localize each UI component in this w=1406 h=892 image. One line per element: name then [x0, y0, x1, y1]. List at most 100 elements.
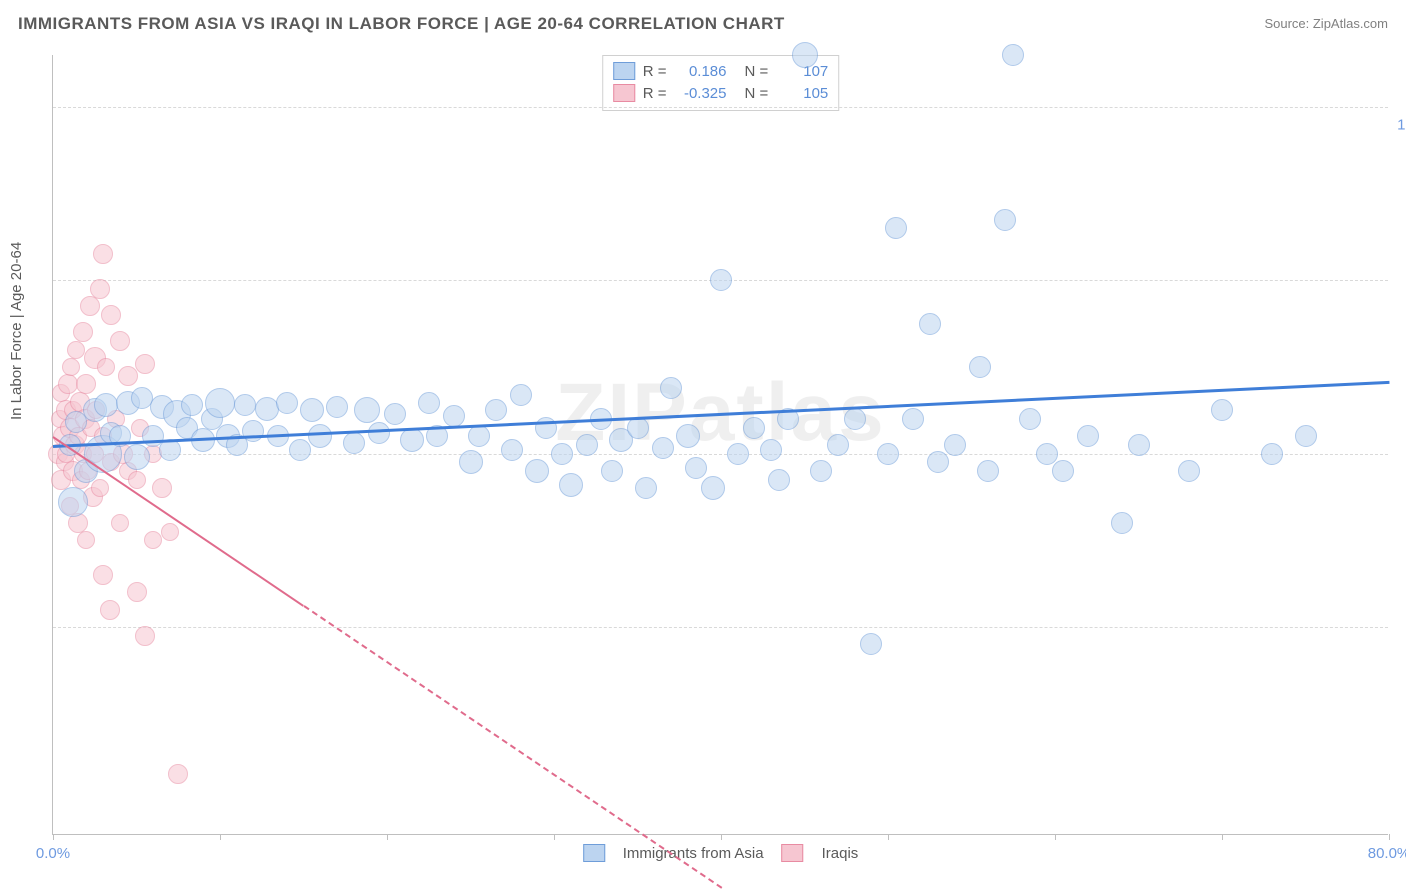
data-point — [652, 437, 674, 459]
source-prefix: Source: — [1264, 16, 1312, 31]
data-point — [685, 457, 707, 479]
r-value: 0.186 — [675, 63, 727, 80]
legend-label: Iraqis — [822, 845, 859, 862]
data-point — [459, 450, 483, 474]
data-point — [110, 331, 130, 351]
data-point — [727, 443, 749, 465]
data-point — [1019, 408, 1041, 430]
data-point — [443, 405, 465, 427]
data-point — [135, 626, 155, 646]
data-point — [701, 476, 725, 500]
data-point — [710, 269, 732, 291]
data-point — [559, 473, 583, 497]
data-point — [977, 460, 999, 482]
data-point — [289, 439, 311, 461]
data-point — [161, 523, 179, 541]
data-point — [1036, 443, 1058, 465]
data-point — [300, 398, 324, 422]
data-point — [58, 374, 78, 394]
source-name: ZipAtlas.com — [1313, 16, 1388, 31]
legend-swatch — [613, 84, 635, 102]
trend-line — [52, 436, 304, 607]
data-point — [242, 420, 264, 442]
data-point — [152, 478, 172, 498]
data-point — [1295, 425, 1317, 447]
data-point — [93, 244, 113, 264]
gridline — [53, 454, 1388, 455]
data-point — [343, 432, 365, 454]
data-point — [877, 443, 899, 465]
data-point — [418, 392, 440, 414]
data-point — [792, 42, 818, 68]
gridline — [53, 627, 1388, 628]
data-point — [1002, 44, 1024, 66]
n-label: N = — [745, 85, 769, 102]
data-point — [111, 514, 129, 532]
x-tick — [53, 834, 54, 840]
x-tick — [1389, 834, 1390, 840]
x-tick — [1055, 834, 1056, 840]
x-tick-label: 0.0% — [36, 845, 70, 862]
data-point — [1178, 460, 1200, 482]
y-tick-label: 90.0% — [1393, 290, 1406, 307]
r-label: R = — [643, 63, 667, 80]
data-point — [551, 443, 573, 465]
data-point — [510, 384, 532, 406]
x-tick — [220, 834, 221, 840]
x-tick — [554, 834, 555, 840]
data-point — [124, 444, 150, 470]
data-point — [525, 459, 549, 483]
data-point — [181, 394, 203, 416]
data-point — [62, 358, 80, 376]
data-point — [73, 322, 93, 342]
data-point — [144, 531, 162, 549]
data-point — [1261, 443, 1283, 465]
data-point — [384, 403, 406, 425]
data-point — [660, 377, 682, 399]
data-point — [919, 313, 941, 335]
data-point — [100, 600, 120, 620]
data-point — [994, 209, 1016, 231]
data-point — [80, 296, 100, 316]
data-point — [67, 341, 85, 359]
gridline — [53, 107, 1388, 108]
data-point — [501, 439, 523, 461]
x-tick-label: 80.0% — [1368, 845, 1406, 862]
plot-area: ZIPatlas R =0.186N =107R =-0.325N =105 I… — [52, 55, 1388, 835]
x-tick — [387, 834, 388, 840]
y-tick-label: 100.0% — [1393, 117, 1406, 134]
data-point — [234, 394, 256, 416]
data-point — [368, 422, 390, 444]
trend-line — [53, 381, 1389, 448]
legend-swatch — [613, 62, 635, 80]
n-label: N = — [745, 63, 769, 80]
data-point — [76, 374, 96, 394]
y-tick-label: 80.0% — [1393, 463, 1406, 480]
data-point — [485, 399, 507, 421]
data-point — [1111, 512, 1133, 534]
data-point — [58, 487, 88, 517]
data-point — [1077, 425, 1099, 447]
data-point — [902, 408, 924, 430]
r-label: R = — [643, 85, 667, 102]
legend-swatch — [782, 844, 804, 862]
data-point — [90, 279, 110, 299]
data-point — [827, 434, 849, 456]
data-point — [77, 531, 95, 549]
data-point — [276, 392, 298, 414]
data-point — [205, 388, 235, 418]
data-point — [635, 477, 657, 499]
data-point — [308, 424, 332, 448]
data-point — [743, 417, 765, 439]
stat-row: R =-0.325N =105 — [613, 82, 829, 104]
series-legend: Immigrants from AsiaIraqis — [583, 844, 859, 862]
data-point — [97, 358, 115, 376]
data-point — [135, 354, 155, 374]
data-point — [168, 764, 188, 784]
x-tick — [888, 834, 889, 840]
data-point — [927, 451, 949, 473]
data-point — [326, 396, 348, 418]
data-point — [860, 633, 882, 655]
data-point — [760, 439, 782, 461]
data-point — [601, 460, 623, 482]
